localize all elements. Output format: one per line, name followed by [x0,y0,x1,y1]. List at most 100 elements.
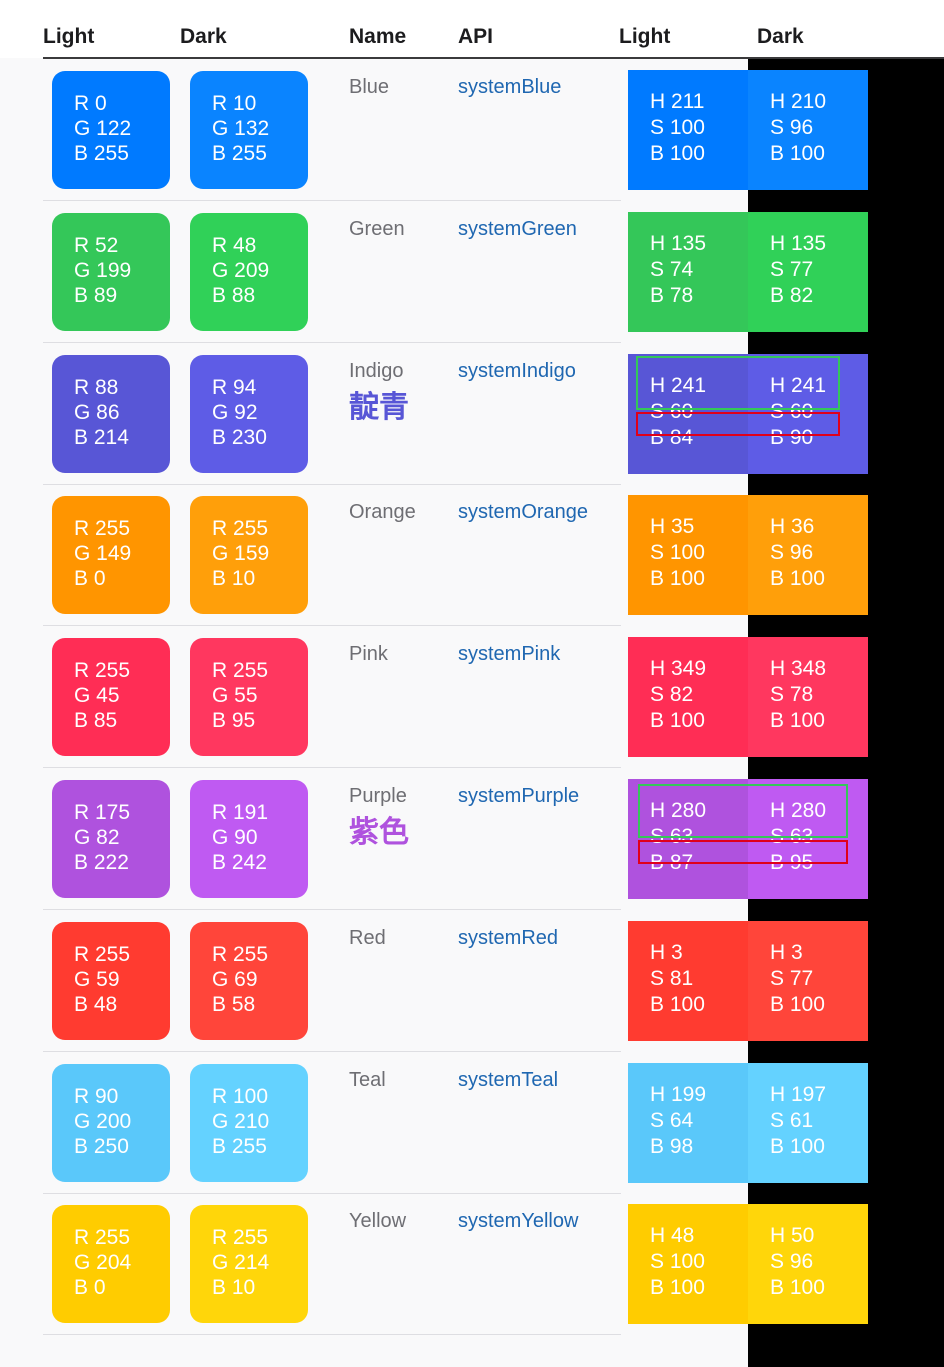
light_hsb-line: B 100 [650,142,705,165]
dark_hsb-line: H 3 [770,940,803,964]
dark_rgb-line: R 94 [212,375,257,399]
dark_hsb-line: S 78 [770,683,814,707]
light_rgb-line: R 90 [74,1084,119,1108]
color-name-chinese: 紫色 [349,816,409,849]
dark-hsb-block: H 197 S 61 B 100 [748,1062,868,1183]
dark_hsb-line: S 96 [770,116,814,139]
dark_hsb-line: H 36 [770,515,815,539]
table-row: R 88 G 86 B 214 R 94 G 92 B 230 Indigo 靛青 system… [0,343,944,485]
dark-rgb-swatch: R 255 G 69 B 58 [190,921,308,1040]
light_rgb-line: R 255 [74,942,131,966]
dark_rgb-line: B 10 [212,1276,256,1300]
dark-rgb-swatch: R 255 G 159 B 10 [190,496,308,615]
dark_hsb-line: H 280 [770,799,827,822]
table-row: R 90 G 200 B 250 R 100 G 210 B 255 Teal systemT… [0,1052,944,1194]
light-rgb-swatch: R 52 G 199 B 89 [52,212,170,331]
dark-rgb-swatch: R 100 G 210 B 255 [190,1063,308,1182]
light_hsb-line: H 211 [650,90,705,113]
row-divider [43,483,621,485]
dark_hsb-line: S 77 [770,966,814,990]
light_hsb-line: B 98 [650,1134,694,1158]
light_hsb-line: B 100 [650,567,705,591]
dark-hsb-block: H 135 S 77 B 82 [748,211,868,332]
light_hsb-line: S 74 [650,257,694,281]
light_rgb-line: B 0 [74,567,106,591]
row-divider [43,909,621,910]
row-divider [43,341,621,343]
color-name: Blue [349,76,390,98]
color-name: Red [349,926,386,949]
dark_hsb-line: B 100 [770,1134,825,1158]
light_hsb-line: H 135 [650,231,707,255]
dark_hsb-line: H 348 [770,657,827,681]
header-light-hsb: Light [619,25,671,48]
light_rgb-line: G 149 [74,542,132,566]
light-hsb-block: H 48 S 100 B 100 [628,1204,748,1325]
dark_hsb-line: H 135 [770,231,827,255]
dark_rgb-line: G 214 [212,1251,270,1275]
dark-rgb-swatch: R 191 G 90 B 242 [190,780,308,898]
light_hsb-line: B 78 [650,283,694,307]
dark_hsb-line: H 50 [770,1224,815,1248]
light_hsb-line: B 100 [650,709,705,733]
light-hsb-block: H 349 S 82 B 100 [628,637,748,758]
color-name: Teal [349,1068,386,1091]
highlight-box-hue-saturation [636,355,840,410]
dark_hsb-line: B 100 [770,142,825,165]
light_hsb-line: B 100 [650,992,705,1016]
light_rgb-line: R 255 [74,517,131,541]
dark_rgb-line: B 230 [212,425,267,449]
dark_rgb-line: R 255 [212,517,269,541]
api-name: systemIndigo [458,359,576,382]
dark-rgb-swatch: R 10 G 132 B 255 [190,71,308,189]
color-name-chinese: 靛青 [349,390,409,424]
dark_hsb-line: B 100 [770,567,825,591]
api-name: systemPurple [458,785,580,807]
light_rgb-line: R 88 [74,375,119,399]
dark_hsb-line: S 96 [770,1250,814,1274]
light_rgb-line: R 52 [74,233,119,257]
dark_hsb-line: S 77 [770,257,814,281]
table-row: R 255 G 45 B 85 R 255 G 55 B 95 Pink systemPink… [0,626,944,769]
light_hsb-line: H 280 [650,799,707,822]
color-name: Green [349,217,405,240]
light_hsb-line: H 48 [650,1224,695,1248]
dark_rgb-line: G 92 [212,400,258,424]
table-header-bar [0,0,944,58]
light_rgb-line: G 59 [74,967,120,991]
dark_rgb-line: R 255 [212,659,269,683]
api-name: systemTeal [458,1068,559,1091]
api-name: systemOrange [458,501,589,524]
dark_rgb-line: R 255 [212,1226,269,1250]
api-name: systemYellow [458,1210,579,1233]
light_hsb-line: H 35 [650,515,695,539]
light-rgb-swatch: R 88 G 86 B 214 [52,354,170,473]
light_hsb-line: H 349 [650,657,707,681]
dark_rgb-line: G 209 [212,258,270,282]
row-divider [43,1334,621,1336]
light_rgb-line: B 0 [74,1276,106,1300]
dark_hsb-line: S 60 [770,399,814,423]
light_hsb-line: B 84 [650,425,694,449]
dark-hsb-block: H 50 S 96 B 100 [748,1204,868,1325]
header-light: Light [43,25,95,48]
dark_hsb-line: H 197 [770,1082,827,1106]
dark_hsb-line: H 210 [770,90,827,113]
light_hsb-line: S 81 [650,966,694,990]
light_rgb-line: R 175 [74,801,131,824]
header-name: Name [349,25,407,48]
light_hsb-line: S 100 [650,116,705,139]
dark_rgb-line: G 55 [212,684,258,708]
dark-hsb-block: H 241 S 60 B 90 [748,353,868,474]
dark_rgb-line: B 58 [212,992,256,1016]
dark_hsb-line: B 90 [770,425,814,449]
dark_rgb-line: B 255 [212,1134,267,1158]
light_rgb-line: B 222 [74,851,129,874]
light-hsb-block: H 241 S 60 B 84 [628,353,748,474]
dark_hsb-line: B 82 [770,283,814,307]
dark_hsb-line: S 61 [770,1108,814,1132]
api-name: systemGreen [458,217,577,240]
dark-rgb-swatch: R 48 G 209 B 88 [190,212,308,331]
